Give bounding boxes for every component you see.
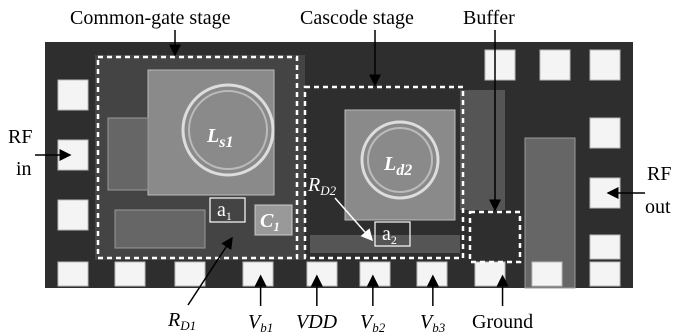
port-label: RF <box>647 163 671 185</box>
pin-label: Ground <box>472 311 533 333</box>
pin-label: Vb3 <box>420 311 446 335</box>
port-label: in <box>16 158 32 180</box>
stage-label: Cascode stage <box>300 7 414 29</box>
port-label: RF <box>8 126 32 148</box>
port-label: out <box>645 196 671 218</box>
pin-label: Vb2 <box>360 311 386 335</box>
stage-label: Common-gate stage <box>70 7 231 29</box>
figure: Common-gate stage Cascode stage Buffer R… <box>0 0 695 336</box>
component-label: RD1 <box>167 309 196 333</box>
chip <box>45 42 633 288</box>
stage-label: Buffer <box>463 7 515 29</box>
pin-label: Vb1 <box>248 311 273 335</box>
pin-label: VDD <box>296 311 338 333</box>
